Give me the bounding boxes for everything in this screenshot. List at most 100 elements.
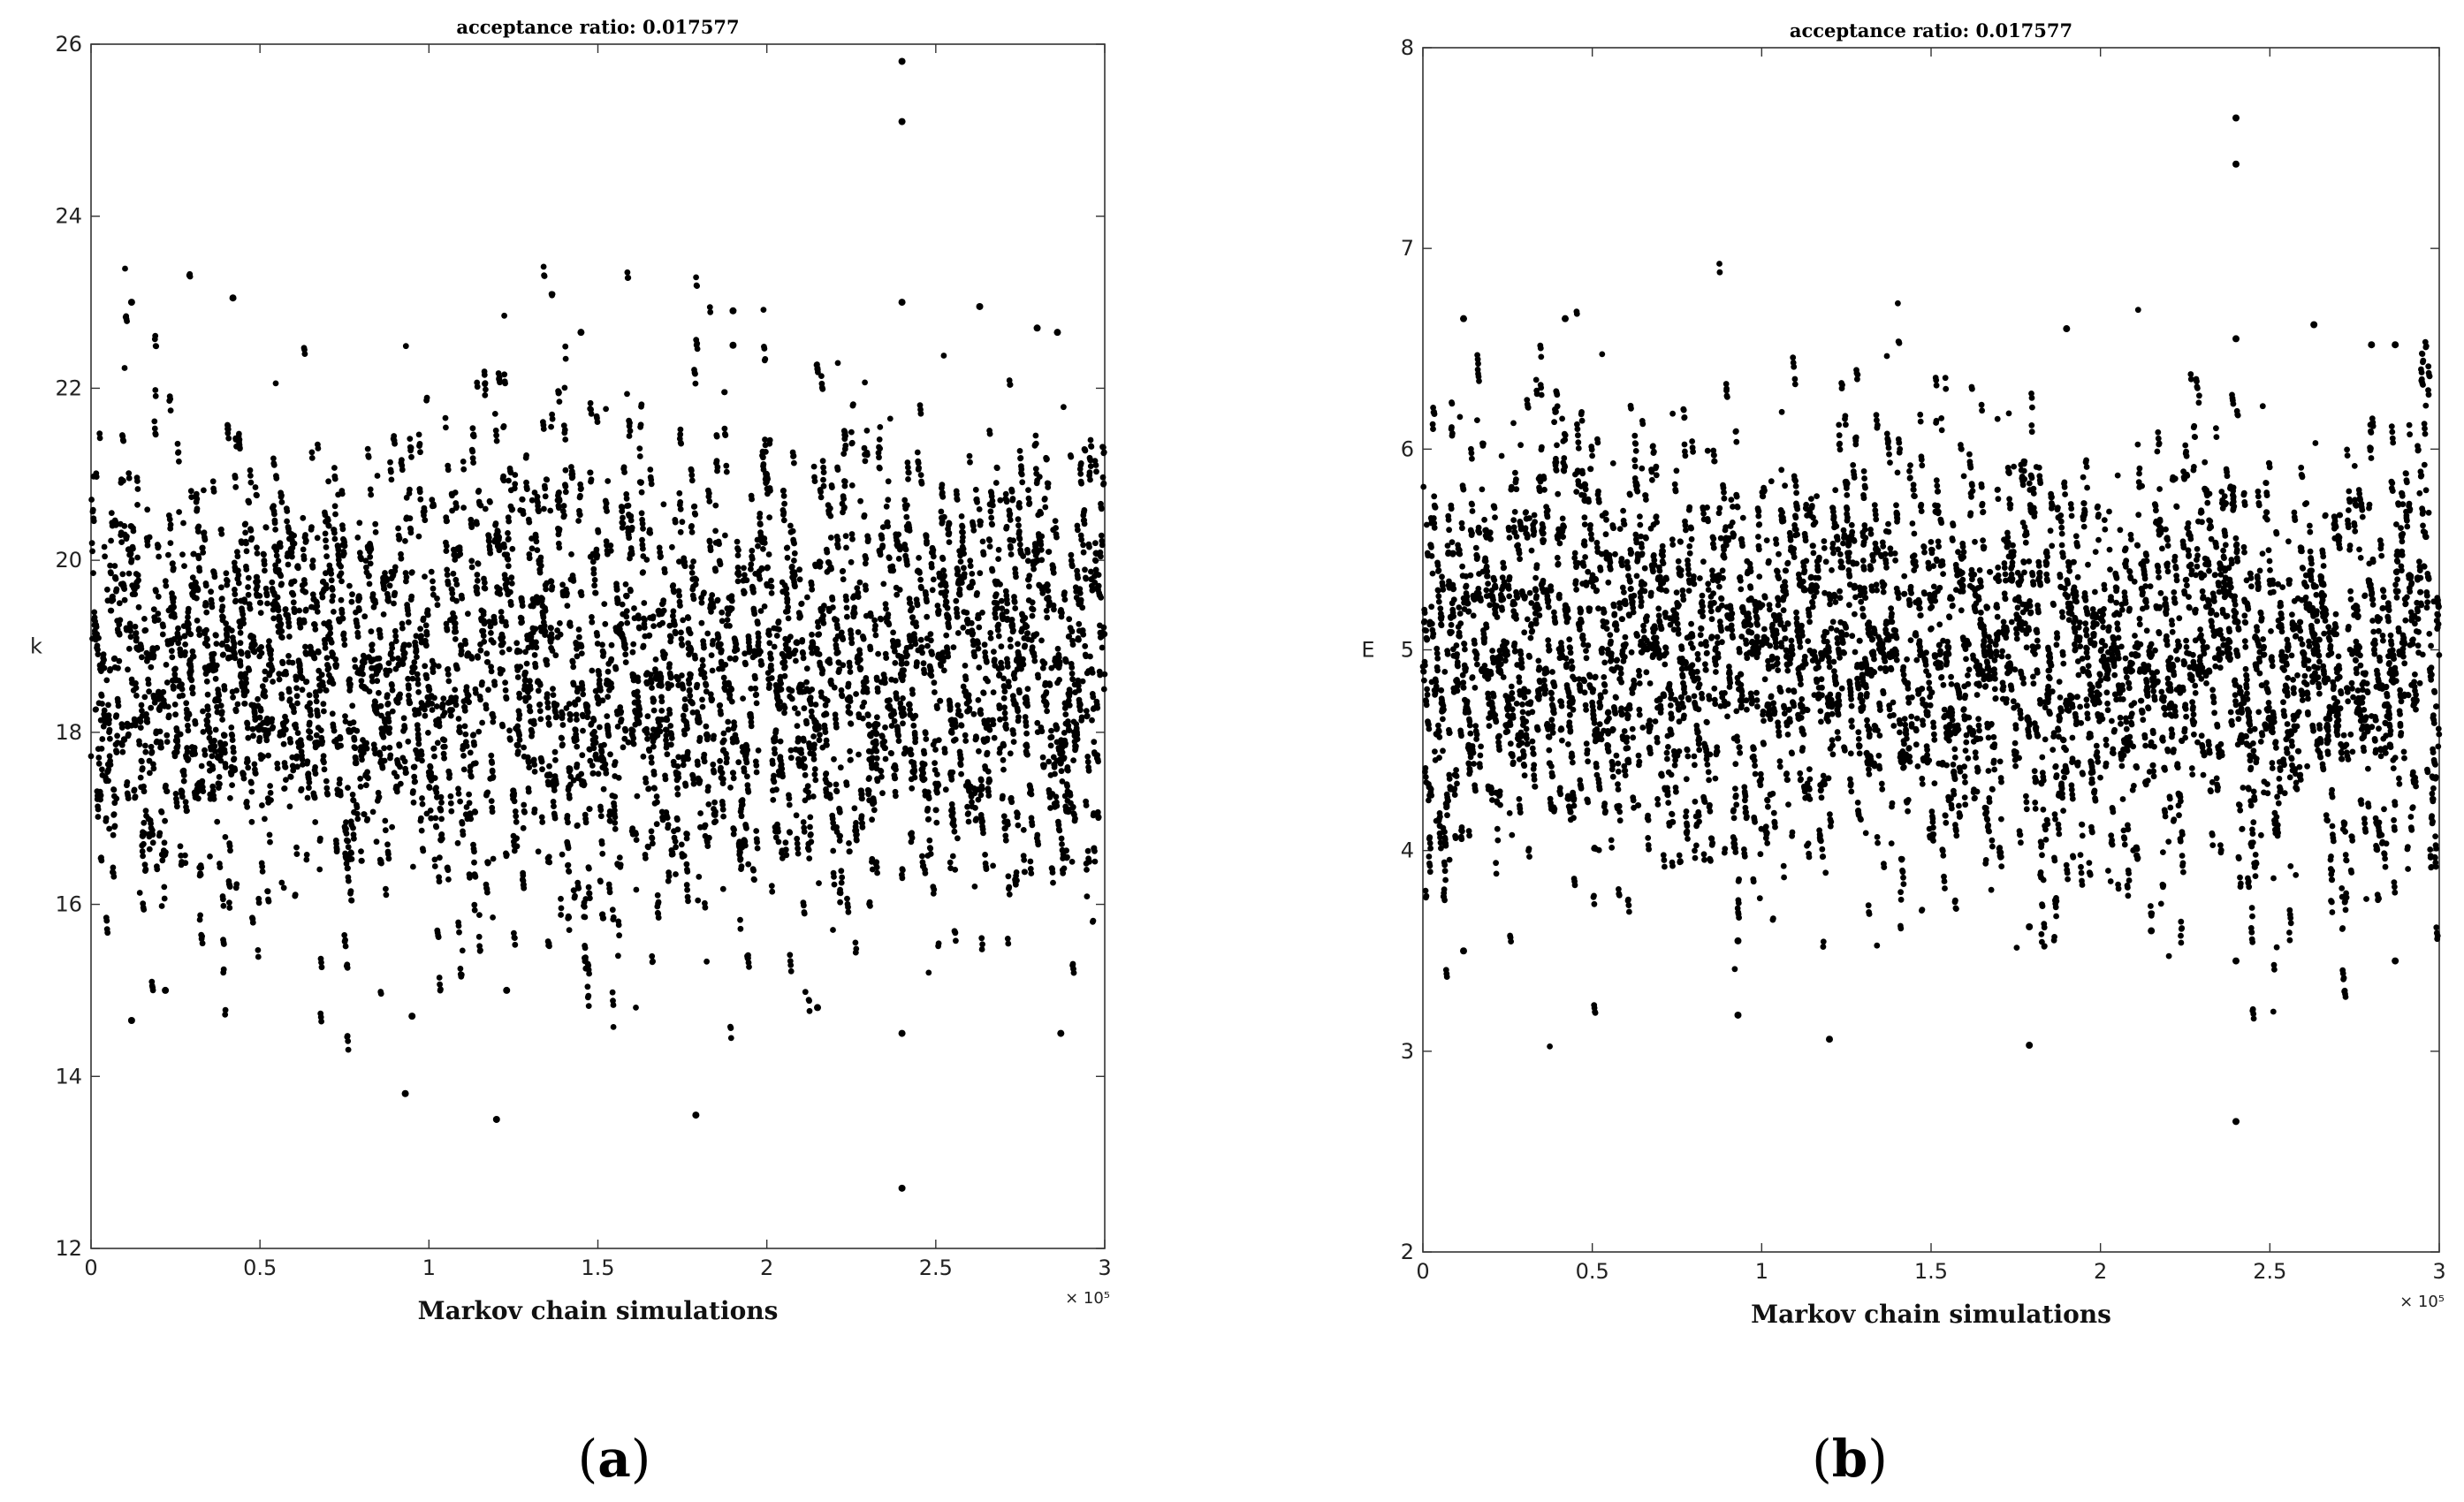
sample-point	[349, 702, 356, 709]
sample-point	[275, 607, 282, 614]
sample-point	[435, 663, 442, 670]
sample-point	[198, 762, 205, 770]
sample-point	[597, 813, 605, 820]
sample-point	[634, 793, 641, 800]
sample-point	[107, 735, 113, 742]
sample-point	[572, 892, 578, 899]
sample-point	[768, 656, 774, 662]
sample-point	[182, 860, 189, 867]
chart-title: acceptance ratio: 0.017577	[456, 16, 739, 38]
sample-point	[781, 672, 788, 679]
sample-point	[706, 538, 713, 545]
sample-point	[516, 648, 523, 655]
sample-point	[450, 570, 457, 577]
sample-point	[180, 767, 187, 774]
sample-point	[782, 839, 789, 846]
sample-point	[135, 577, 142, 584]
sample-point	[582, 904, 588, 910]
sample-point	[142, 748, 149, 755]
sample-point	[820, 469, 827, 475]
sample-point	[209, 765, 217, 772]
sample-point	[754, 838, 760, 846]
sample-point	[486, 535, 492, 541]
sample-point	[456, 929, 462, 936]
sample-point	[298, 742, 305, 749]
sample-point	[125, 666, 131, 673]
sample-point	[719, 770, 726, 777]
sample-point	[476, 912, 483, 918]
sample-point	[652, 656, 659, 663]
sample-point	[436, 878, 443, 885]
sample-point	[245, 584, 251, 590]
sample-point	[229, 782, 235, 788]
sample-point	[341, 636, 347, 642]
sample-point	[811, 478, 818, 484]
sample-point	[184, 808, 190, 814]
sample-point	[677, 505, 684, 512]
sample-point	[516, 737, 523, 743]
sample-point	[300, 556, 308, 563]
sample-point	[521, 801, 528, 808]
sample-point	[566, 869, 573, 875]
sample-point	[644, 735, 650, 742]
sample-point	[298, 785, 305, 793]
sample-point	[377, 990, 384, 998]
sample-point	[174, 803, 180, 810]
sample-point	[823, 770, 830, 777]
sample-point	[290, 599, 297, 606]
sample-point	[653, 793, 660, 800]
sample-point	[771, 772, 777, 779]
sample-point	[212, 726, 219, 733]
sample-point	[302, 606, 309, 613]
sample-point	[342, 943, 349, 950]
sample-point	[543, 586, 549, 593]
sample-point	[589, 618, 596, 626]
sample-point	[323, 785, 331, 792]
sample-point	[712, 527, 719, 535]
sample-point	[96, 435, 103, 442]
sample-point	[244, 804, 251, 810]
sample-point	[566, 927, 573, 933]
sample-point	[523, 452, 529, 459]
sample-point	[807, 694, 814, 702]
sample-point	[278, 492, 285, 499]
sample-point	[142, 866, 149, 873]
sample-point	[356, 595, 363, 602]
sample-point	[506, 477, 512, 484]
y-tick-label: 20	[55, 548, 82, 573]
sample-point	[188, 677, 195, 684]
sample-point	[551, 803, 557, 809]
sample-point	[636, 712, 643, 718]
sample-point	[798, 600, 805, 607]
sample-point	[630, 641, 637, 648]
sample-point	[412, 778, 418, 785]
sample-point	[844, 895, 850, 902]
sample-point	[475, 560, 482, 567]
sample-point	[318, 964, 325, 971]
sample-point	[833, 781, 840, 788]
sample-point	[529, 729, 536, 736]
sample-point	[143, 711, 149, 717]
sample-point	[549, 415, 556, 422]
sample-point	[701, 751, 708, 758]
sample-point	[678, 635, 685, 642]
sample-point	[415, 431, 422, 438]
sample-point	[810, 733, 817, 740]
sample-point	[834, 360, 841, 367]
sample-point	[488, 798, 495, 804]
sample-point	[417, 626, 423, 633]
sample-point	[376, 689, 382, 696]
sample-point	[200, 549, 207, 556]
sample-point	[345, 1038, 352, 1044]
sample-point	[270, 724, 277, 731]
sample-point	[413, 646, 420, 653]
sample-point	[775, 618, 782, 625]
sample-point	[688, 646, 695, 653]
sample-point	[818, 494, 825, 501]
sample-point	[252, 641, 258, 648]
sample-point	[677, 499, 684, 505]
sample-point	[348, 598, 355, 605]
sample-point	[272, 380, 279, 387]
sample-point	[179, 551, 186, 558]
sample-point	[312, 764, 318, 770]
